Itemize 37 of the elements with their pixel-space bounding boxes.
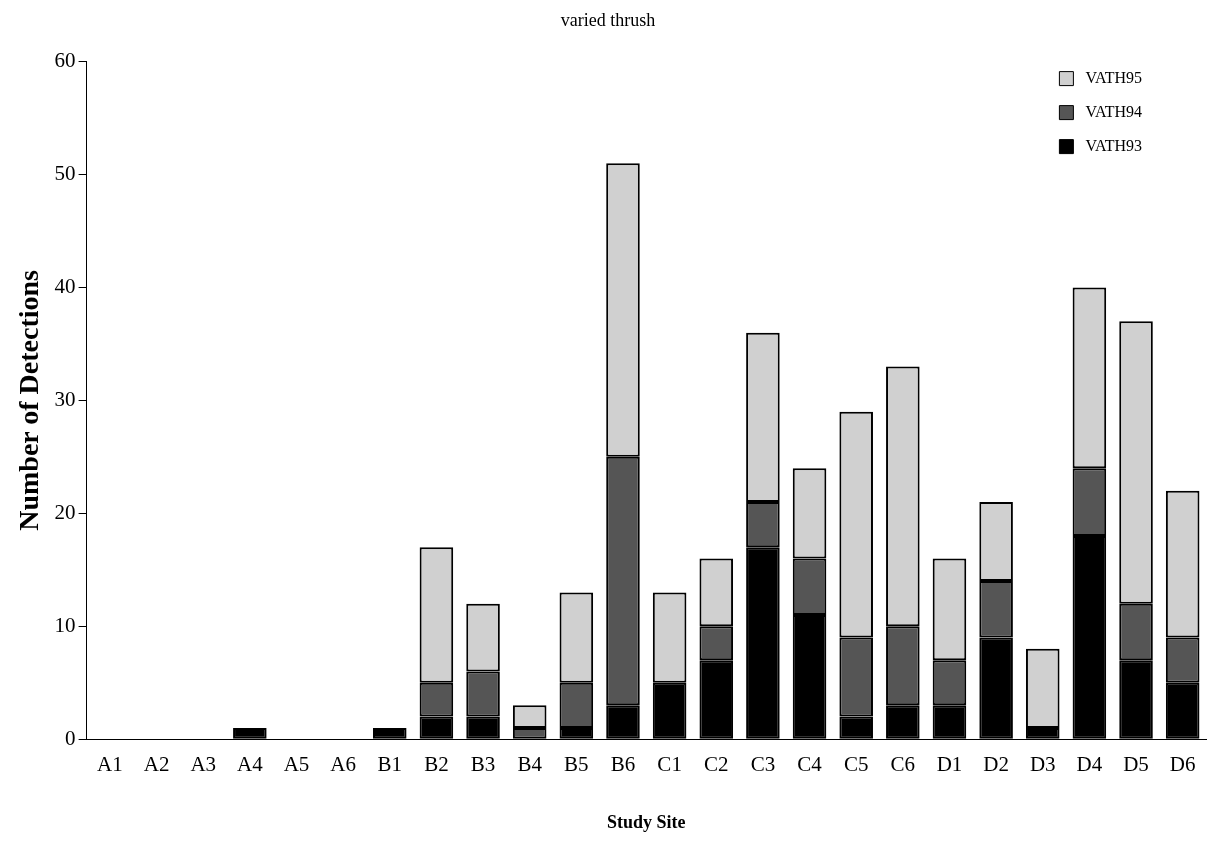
x-tick-label: C3	[750, 752, 776, 777]
x-tick-label: D3	[1029, 752, 1056, 777]
x-tick-label: B6	[610, 752, 636, 777]
y-tick-label: 30	[54, 386, 76, 411]
y-tick-label: 0	[65, 725, 76, 750]
x-tick-label: D6	[1169, 752, 1196, 777]
x-tick-label: C6	[890, 752, 916, 777]
x-tick-label: B5	[564, 752, 589, 777]
x-tick-label: C2	[704, 752, 729, 777]
x-tick-label: A3	[190, 752, 217, 777]
legend-label: VATH93	[1085, 136, 1143, 154]
y-tick-label: 40	[54, 273, 76, 298]
legend-label: VATH94	[1085, 102, 1143, 120]
x-tick-label: D1	[936, 752, 963, 777]
x-tick-label: A4	[237, 752, 264, 777]
x-axis-title: Study Site	[607, 811, 686, 832]
x-tick-label: C1	[657, 752, 682, 777]
chart-title: varied thrush	[560, 9, 656, 30]
x-tick-label: A1	[97, 752, 123, 777]
x-tick-label: D5	[1123, 752, 1149, 777]
y-axis-title: Number of Detections	[13, 269, 45, 531]
x-tick-label: B1	[377, 752, 403, 777]
x-tick-label: A2	[143, 752, 170, 777]
y-tick-label: 60	[54, 48, 76, 73]
x-tick-label: C4	[797, 752, 823, 777]
y-tick-label: 50	[54, 161, 76, 186]
x-tick-label: D4	[1076, 752, 1103, 777]
x-tick-label: B4	[517, 752, 543, 777]
legend-label: VATH95	[1085, 68, 1143, 86]
y-tick-label: 10	[54, 612, 76, 637]
x-tick-label: A5	[283, 752, 310, 777]
x-tick-label: D2	[983, 752, 1009, 777]
x-tick-label: B3	[470, 752, 496, 777]
x-tick-label: B2	[424, 752, 449, 777]
x-tick-label: C5	[843, 752, 869, 777]
y-tick-label: 20	[54, 499, 76, 524]
x-tick-label: A6	[330, 752, 356, 777]
